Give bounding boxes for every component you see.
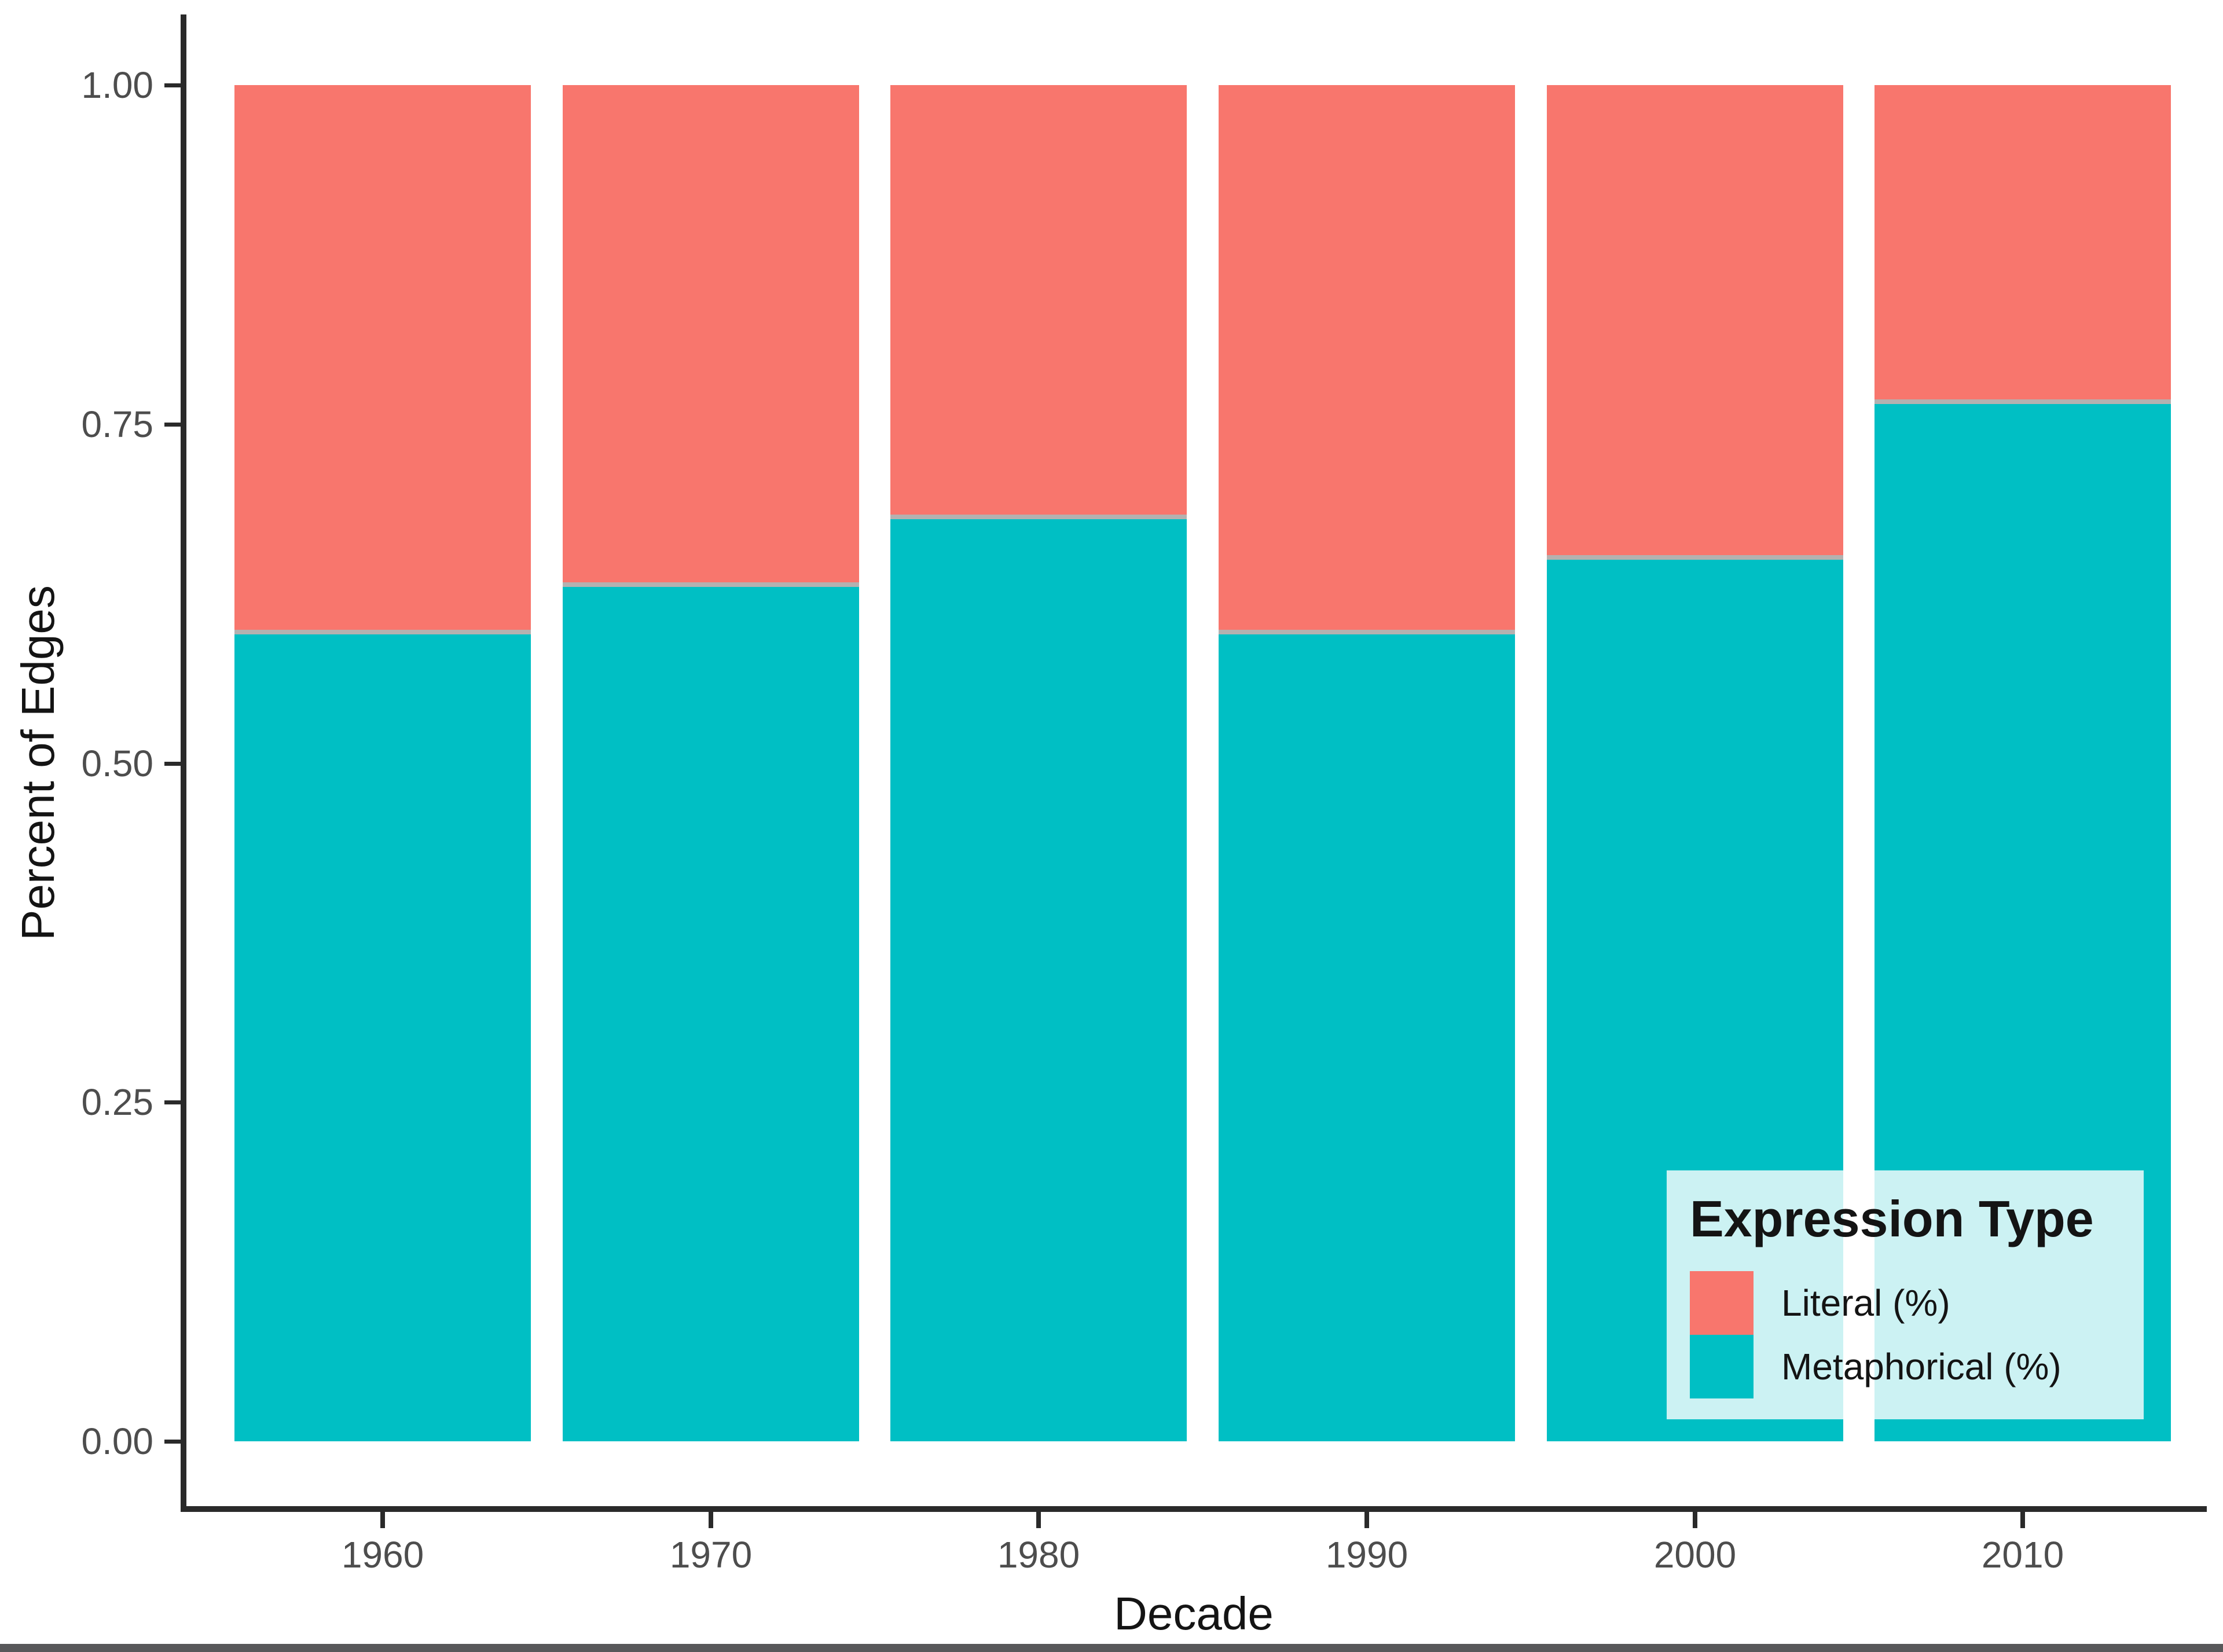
bar-1980 xyxy=(890,85,1187,1441)
y-tick-mark xyxy=(164,83,182,87)
x-axis-title: Decade xyxy=(1114,1588,1274,1639)
bar-segment-literal xyxy=(1547,85,1843,555)
bar-segment-metaphorical xyxy=(1219,634,1515,1441)
y-tick-mark xyxy=(164,762,182,766)
x-tick-mark xyxy=(709,1512,713,1528)
y-tick-mark xyxy=(164,1100,182,1104)
bar-1990 xyxy=(1219,85,1515,1441)
bar-1960 xyxy=(234,85,531,1441)
legend-swatch xyxy=(1690,1271,1754,1335)
y-tick-mark xyxy=(164,1440,182,1444)
x-axis-line xyxy=(181,1506,2207,1512)
y-tick-label: 0.25 xyxy=(81,1081,153,1123)
bar-segment-metaphorical xyxy=(563,587,859,1441)
bar-segment-literal xyxy=(234,85,531,630)
legend-items: Literal (%) Metaphorical (%) xyxy=(1690,1271,2121,1398)
y-tick-label: 1.00 xyxy=(81,64,153,106)
bar-segment-metaphorical xyxy=(890,519,1187,1441)
x-tick-label: 1980 xyxy=(997,1534,1080,1576)
window-bottom-edge xyxy=(0,1644,2223,1652)
x-tick-label: 1960 xyxy=(341,1534,424,1576)
x-tick-mark xyxy=(2020,1512,2025,1528)
x-tick-mark xyxy=(1036,1512,1041,1528)
y-tick-label: 0.75 xyxy=(81,403,153,445)
y-tick-label: 0.50 xyxy=(81,743,153,784)
x-tick-label: 1970 xyxy=(669,1534,753,1576)
y-axis-title: Percent of Edges xyxy=(12,585,64,941)
y-tick-mark xyxy=(164,423,182,427)
legend-item-label: Literal (%) xyxy=(1781,1282,1950,1324)
y-tick-label: 0.00 xyxy=(81,1420,153,1462)
bar-segment-literal xyxy=(890,85,1187,515)
bar-1970 xyxy=(563,85,859,1441)
bar-segment-divider xyxy=(234,630,531,634)
x-tick-mark xyxy=(1364,1512,1369,1528)
x-tick-label: 1990 xyxy=(1325,1534,1408,1576)
legend-item-label: Metaphorical (%) xyxy=(1781,1346,2061,1387)
x-tick-label: 2010 xyxy=(1981,1534,2064,1576)
legend-item: Literal (%) xyxy=(1690,1271,2121,1335)
bar-segment-divider xyxy=(1874,399,2171,404)
x-tick-label: 2000 xyxy=(1653,1534,1737,1576)
y-axis-line xyxy=(181,14,186,1512)
bar-segment-literal xyxy=(1219,85,1515,630)
bar-segment-divider xyxy=(1219,630,1515,634)
bar-segment-literal xyxy=(563,85,859,582)
legend: Expression Type Literal (%) Metaphorical … xyxy=(1667,1170,2144,1419)
bar-segment-divider xyxy=(563,582,859,587)
bar-segment-divider xyxy=(1547,555,1843,560)
x-tick-mark xyxy=(1693,1512,1697,1528)
bar-segment-literal xyxy=(1874,85,2171,399)
legend-item: Metaphorical (%) xyxy=(1690,1335,2121,1398)
x-tick-mark xyxy=(380,1512,385,1528)
bar-segment-metaphorical xyxy=(234,634,531,1441)
bar-segment-divider xyxy=(890,515,1187,519)
legend-swatch xyxy=(1690,1335,1754,1398)
legend-title: Expression Type xyxy=(1690,1190,2094,1247)
